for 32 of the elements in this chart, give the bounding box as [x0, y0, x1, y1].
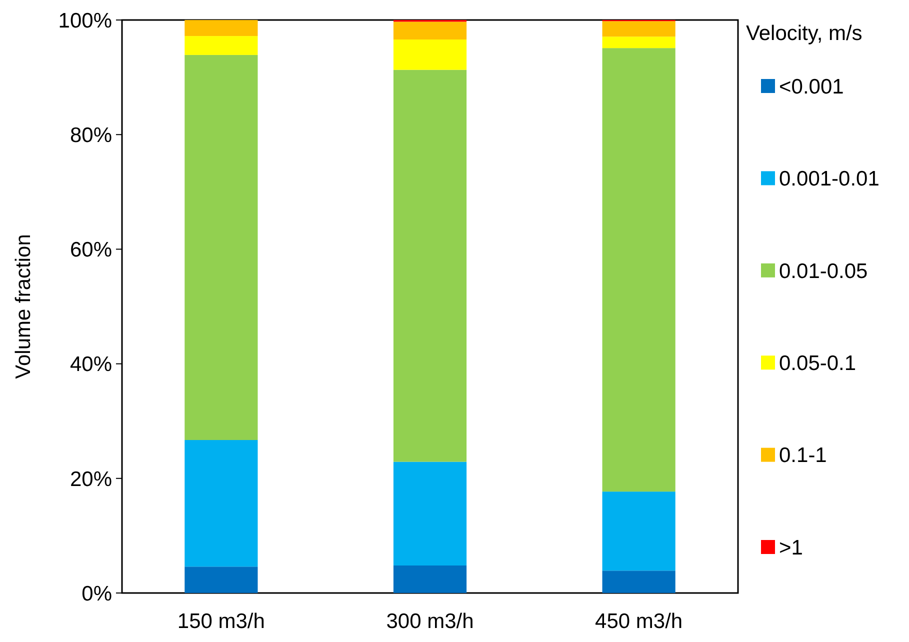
bar [602, 492, 676, 571]
bar [602, 36, 676, 48]
bar [393, 565, 467, 593]
bar [184, 440, 258, 567]
bar [602, 21, 676, 37]
x-tick-label: 300 m3/h [386, 610, 474, 633]
bar [602, 48, 676, 492]
bar [393, 22, 467, 40]
y-tick-label: 100% [58, 9, 112, 32]
legend-title: Velocity, m/s [746, 22, 862, 45]
bar [393, 70, 467, 462]
bar [602, 570, 676, 593]
y-axis-title: Volume fraction [12, 234, 35, 379]
legend-label: 0.05-0.1 [779, 352, 856, 375]
y-tick-label: 80% [70, 124, 112, 147]
legend-label: 0.001-0.01 [779, 168, 880, 191]
legend-label: >1 [779, 536, 803, 560]
legend-label: <0.001 [779, 75, 844, 98]
y-tick-label: 0% [82, 582, 112, 606]
x-tick-label: 150 m3/h [177, 610, 265, 633]
legend-label: 0.01-0.05 [779, 260, 868, 283]
bar [184, 36, 258, 55]
bar [393, 462, 467, 566]
y-tick-label: 60% [70, 238, 112, 262]
x-tick-label: 450 m3/h [595, 610, 683, 633]
legend-label: 0.1-1 [779, 444, 827, 468]
bar [393, 39, 467, 70]
bar [184, 566, 258, 593]
y-tick-label: 40% [70, 353, 112, 376]
bar [184, 20, 258, 36]
bar [184, 54, 258, 440]
y-tick-label: 20% [70, 468, 112, 491]
